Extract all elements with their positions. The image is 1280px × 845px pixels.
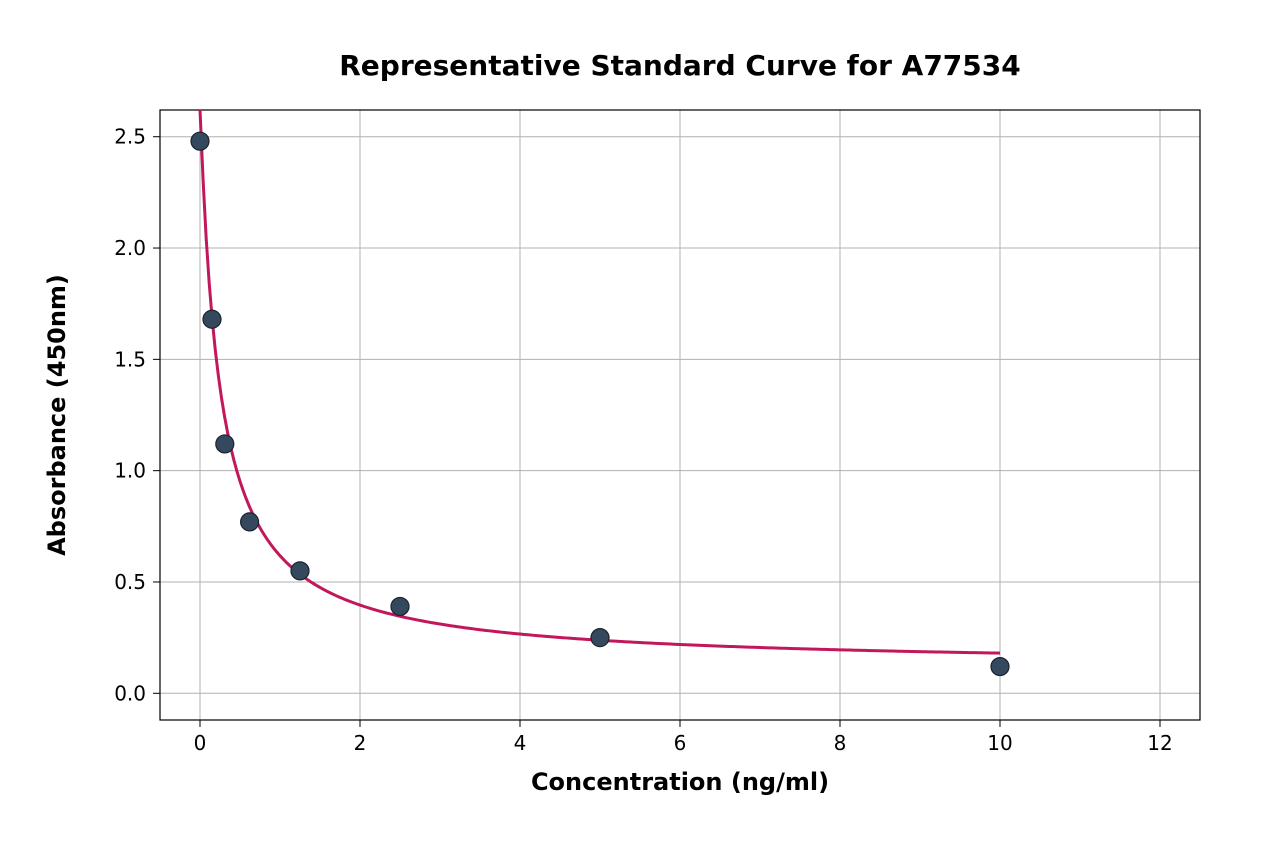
x-tick-label: 4 <box>514 731 527 755</box>
x-tick-label: 2 <box>354 731 367 755</box>
y-tick-label: 0.0 <box>114 681 146 705</box>
y-axis-label: Absorbance (450nm) <box>43 274 71 556</box>
x-tick-label: 0 <box>194 731 207 755</box>
data-point <box>591 629 609 647</box>
data-point <box>203 310 221 328</box>
x-tick-label: 8 <box>834 731 847 755</box>
chart-svg: 0 2 4 6 8 10 12 0.0 0.5 1.0 1.5 2.0 2.5 Concentration… <box>0 0 1280 845</box>
x-tick-label: 10 <box>987 731 1012 755</box>
y-tick-label: 1.0 <box>114 459 146 483</box>
x-tick-label: 6 <box>674 731 687 755</box>
data-point <box>216 435 234 453</box>
x-axis-label: Concentration (ng/ml) <box>531 768 829 796</box>
data-point <box>191 132 209 150</box>
chart-container: 0 2 4 6 8 10 12 0.0 0.5 1.0 1.5 2.0 2.5 Concentration… <box>0 0 1280 845</box>
y-tick-label: 0.5 <box>114 570 146 594</box>
data-point <box>291 562 309 580</box>
data-point <box>241 513 259 531</box>
y-tick-label: 2.5 <box>114 125 146 149</box>
chart-title: Representative Standard Curve for A77534 <box>339 49 1021 82</box>
data-point <box>991 658 1009 676</box>
x-tick-label: 12 <box>1147 731 1172 755</box>
y-tick-label: 2.0 <box>114 236 146 260</box>
y-tick-label: 1.5 <box>114 347 146 371</box>
data-point <box>391 597 409 615</box>
